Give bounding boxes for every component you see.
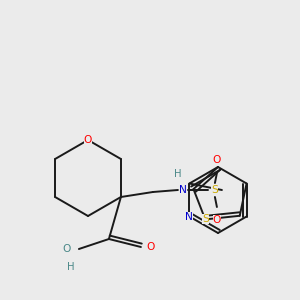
Text: O: O <box>213 215 221 225</box>
Text: O: O <box>147 242 155 252</box>
Text: H: H <box>174 169 182 179</box>
Text: O: O <box>213 155 221 165</box>
Text: O: O <box>84 135 92 145</box>
Text: N: N <box>185 212 194 221</box>
Text: S: S <box>202 214 209 224</box>
Text: O: O <box>62 244 71 254</box>
Text: H: H <box>67 262 75 272</box>
Text: N: N <box>179 185 187 195</box>
Text: S: S <box>212 185 218 195</box>
